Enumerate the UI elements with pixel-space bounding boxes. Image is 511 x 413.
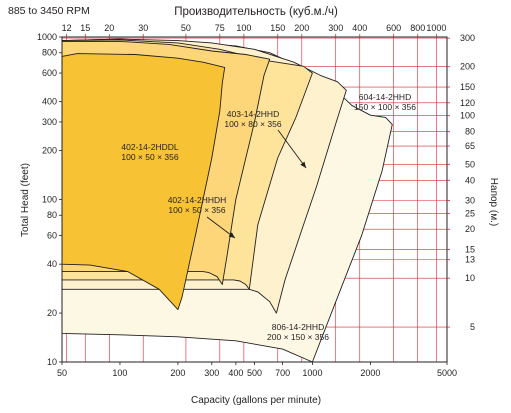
y-tick-label: 20 (47, 308, 57, 318)
x-tick-label: 300 (204, 368, 219, 378)
y-tick-label: 600 (42, 68, 57, 78)
top-tick-label: 800 (410, 23, 425, 33)
right-tick-label: 80 (465, 126, 475, 136)
right-tick-label: 20 (465, 224, 475, 234)
top-tick-label: 300 (328, 23, 343, 33)
x-tick-label: 400 (228, 368, 243, 378)
tick-labels: 50 100 200 300 400 500 700 1000 2000 5000 10 20 40 60… (37, 23, 475, 378)
top-tick-label: 15 (80, 23, 90, 33)
right-tick-label: 100 (460, 111, 475, 121)
y-tick-label: 1000 (37, 32, 57, 42)
y-tick-label: 300 (42, 117, 57, 127)
y-tick-label: 800 (42, 48, 57, 58)
y-tick-label: 60 (47, 231, 57, 241)
x-tick-label: 5000 (437, 368, 457, 378)
performance-areas (61, 38, 393, 363)
right-tick-label: 30 (465, 196, 475, 206)
annotation-size: 150 × 100 × 356 (354, 102, 416, 112)
annotation-size: 100 × 80 × 356 (224, 119, 281, 129)
x-tick-label: 2000 (360, 368, 380, 378)
right-tick-label: 40 (465, 175, 475, 185)
y-tick-label: 40 (47, 259, 57, 269)
x-tick-label: 50 (57, 368, 67, 378)
right-tick-label: 15 (465, 245, 475, 255)
x-axis-label: Capacity (gallons per minute) (191, 395, 321, 406)
top-tick-label: 600 (386, 23, 401, 33)
top-tick-label: 100 (236, 23, 251, 33)
right-tick-label: 300 (460, 33, 475, 43)
x-tick-label: 200 (170, 368, 185, 378)
right-tick-label: 65 (465, 141, 475, 151)
top-tick-label: 400 (352, 23, 367, 33)
x-tick-label: 100 (112, 368, 127, 378)
y-tick-label: 400 (42, 97, 57, 107)
right-tick-label: 200 (460, 62, 475, 72)
chart-title: Производительность (куб.м./ч) (174, 6, 338, 18)
right-tick-label: 50 (465, 160, 475, 170)
annotation-arrow-line (277, 129, 307, 169)
top-tick-label: 12 (62, 23, 72, 33)
right-tick-label: 5 (470, 322, 475, 332)
right-tick-label: 120 (460, 98, 475, 108)
annotation-label: 806-14-2HHD (272, 322, 324, 332)
x-tick-label: 700 (275, 368, 290, 378)
area-402-14-2HDDL (61, 53, 226, 311)
top-tick-label: 50 (181, 23, 191, 33)
y-tick-label: 100 (42, 195, 57, 205)
annotation-arrow-head (228, 232, 235, 238)
y-tick-label: 10 (47, 357, 57, 367)
right-tick-label: 10 (465, 273, 475, 283)
y-axis-label: Total Head (feet) (20, 163, 31, 237)
top-tick-label: 150 (270, 23, 285, 33)
annotation-arrow-head (300, 161, 306, 168)
right-tick-label: 150 (460, 82, 475, 92)
chart-subtitle: 885 to 3450 RPM (8, 5, 90, 17)
top-tick-label: 30 (138, 23, 148, 33)
right-tick-label: 13 (465, 255, 475, 265)
y-tick-label: 200 (42, 146, 57, 156)
y-axis-right-label: Напор (м.) (488, 178, 499, 226)
top-tick-label: 1000 (426, 23, 446, 33)
annotation-size: 200 × 150 × 356 (267, 332, 329, 342)
right-tick-label: 25 (465, 208, 475, 218)
annotation-label: 402-14-2HDDL (121, 142, 178, 152)
annotation-size: 100 × 50 × 356 (168, 205, 225, 215)
annotation-label: 604-14-2HHD (359, 92, 411, 102)
annotation-size: 100 × 50 × 356 (121, 152, 178, 162)
annotation-label: 402-14-2HHDH (168, 195, 227, 205)
x-tick-label: 500 (247, 368, 262, 378)
top-tick-label: 75 (215, 23, 225, 33)
y-tick-label: 80 (47, 210, 57, 220)
x-tick-label: 1000 (302, 368, 322, 378)
annotation-label: 403-14-2HHD (227, 109, 279, 119)
top-tick-label: 20 (104, 23, 114, 33)
top-tick-label: 200 (294, 23, 309, 33)
